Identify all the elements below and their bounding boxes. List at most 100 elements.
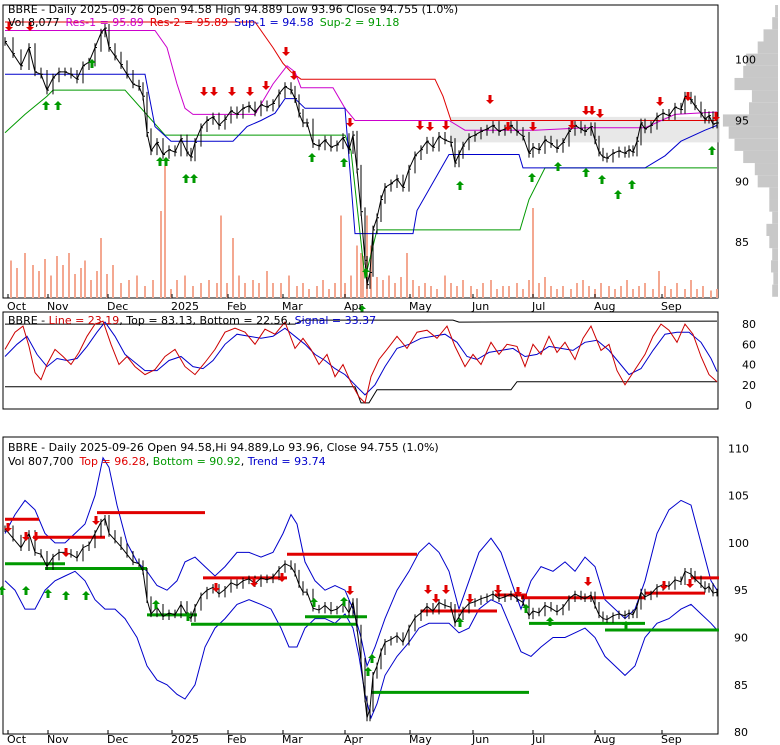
price-x-label: Dec: [107, 300, 128, 313]
volume-bar: [676, 283, 678, 298]
bands-x-label: Nov: [47, 733, 69, 745]
sell-arrow-icon: [432, 594, 440, 603]
volume-bar: [176, 280, 178, 298]
volume-bar: [316, 286, 318, 298]
volume-bar: [376, 277, 378, 298]
volume-bar: [328, 289, 330, 298]
sell-arrow-icon: [504, 122, 512, 131]
buy-arrow-icon: [308, 153, 316, 162]
volume-bar: [112, 265, 114, 298]
volume-bar: [544, 277, 546, 298]
volume-bar: [588, 286, 590, 298]
buy-arrow-icon: [614, 190, 622, 199]
volume-profile-bar: [728, 126, 778, 139]
price-y-tick: 100: [735, 54, 756, 67]
sell-arrow-icon: [442, 585, 450, 594]
price-x-label: May: [409, 300, 432, 313]
volume-bar: [120, 283, 122, 298]
volume-bar: [38, 271, 40, 298]
volume-bar: [418, 286, 420, 298]
volume-bar: [496, 289, 498, 298]
volume-bar: [340, 215, 342, 298]
price-line: [4, 26, 718, 285]
sell-arrow-icon: [568, 120, 576, 129]
volume-profile-bar: [771, 260, 778, 273]
bands-x-label: Feb: [227, 733, 246, 745]
sell-arrow-icon: [278, 573, 286, 582]
bands-trend-label: Trend = 93.74: [247, 455, 326, 468]
volume-profile-bar: [749, 102, 778, 115]
volume-bar: [68, 253, 70, 298]
bands-ticker: BBRE: [8, 441, 38, 454]
osc-y-tick: 80: [742, 318, 756, 331]
oscillator-panel-frame: [2, 311, 719, 410]
buy-arrow-icon: [340, 158, 348, 167]
osc-main-line: [4, 320, 718, 404]
volume-bar: [322, 280, 324, 298]
bands-x-label: Mar: [282, 733, 303, 745]
volume-bar: [258, 283, 260, 298]
volume-bar: [220, 215, 222, 298]
volume-profile-bar: [722, 114, 778, 127]
volume-bar: [74, 274, 76, 298]
bands-x-label: Apr: [344, 733, 364, 745]
buy-arrow-icon: [82, 591, 90, 600]
price-x-label: 2025: [171, 300, 199, 313]
volume-profile-bar: [743, 65, 778, 78]
volume-bar: [538, 283, 540, 298]
volume-bar: [350, 275, 352, 298]
buy-arrow-icon: [628, 180, 636, 189]
sell-arrow-icon: [584, 577, 592, 586]
volume-bar: [696, 289, 698, 298]
osc-line-label: Line = 23.19: [49, 314, 120, 327]
volume-bar: [252, 280, 254, 298]
price-vol-label: Vol 8,077: [8, 16, 59, 29]
volume-profile-bar: [757, 175, 778, 188]
sell-arrow-icon: [262, 81, 270, 90]
buy-arrow-icon: [182, 174, 190, 183]
bands-panel-legend: Vol 807,700 Top = 96.28, Bottom = 90.92, …: [8, 455, 326, 468]
volume-bar: [344, 283, 346, 298]
sell-arrow-icon: [62, 548, 70, 557]
volume-bar: [362, 256, 364, 298]
buy-arrow-icon: [54, 101, 62, 110]
bands-y-tick: 100: [728, 537, 749, 550]
volume-bar: [516, 283, 518, 298]
buy-arrow-icon: [456, 181, 464, 190]
volume-bar: [266, 271, 268, 298]
bands-x-label: 2025: [171, 733, 199, 745]
buy-arrow-icon: [598, 175, 606, 184]
bands-price-line: [4, 517, 718, 719]
osc-y-tick: 20: [742, 379, 756, 392]
bands-x-label: Jun: [471, 733, 489, 745]
volume-bar: [272, 283, 274, 298]
buy-arrow-icon: [622, 621, 630, 630]
buy-arrow-icon: [0, 586, 6, 595]
volume-bar: [450, 283, 452, 298]
volume-bar: [208, 280, 210, 298]
buy-arrow-icon: [528, 173, 536, 182]
volume-profile-bar: [769, 199, 778, 212]
sell-arrow-icon: [92, 516, 100, 525]
sell-arrow-icon: [246, 87, 254, 96]
bands-x-label: May: [409, 733, 432, 745]
osc-y-tick: 60: [742, 338, 756, 351]
sell-arrow-icon: [684, 92, 692, 101]
price-x-label: Nov: [47, 300, 69, 313]
volume-profile-bar: [766, 223, 778, 236]
bands-y-tick: 110: [728, 442, 749, 455]
volume-bar: [638, 286, 640, 298]
volume-bar: [80, 268, 82, 298]
bands-y-tick: 95: [734, 584, 748, 597]
volume-bar: [412, 280, 414, 298]
volume-bar: [96, 271, 98, 298]
volume-bar: [670, 289, 672, 298]
volume-bar: [296, 286, 298, 298]
volume-bar: [444, 275, 446, 298]
bands-x-label: Sep: [661, 733, 682, 745]
bands-top-label: Top = 96.28: [78, 455, 145, 468]
volume-bar: [200, 283, 202, 298]
volume-bar: [620, 286, 622, 298]
buy-arrow-icon: [310, 598, 318, 607]
